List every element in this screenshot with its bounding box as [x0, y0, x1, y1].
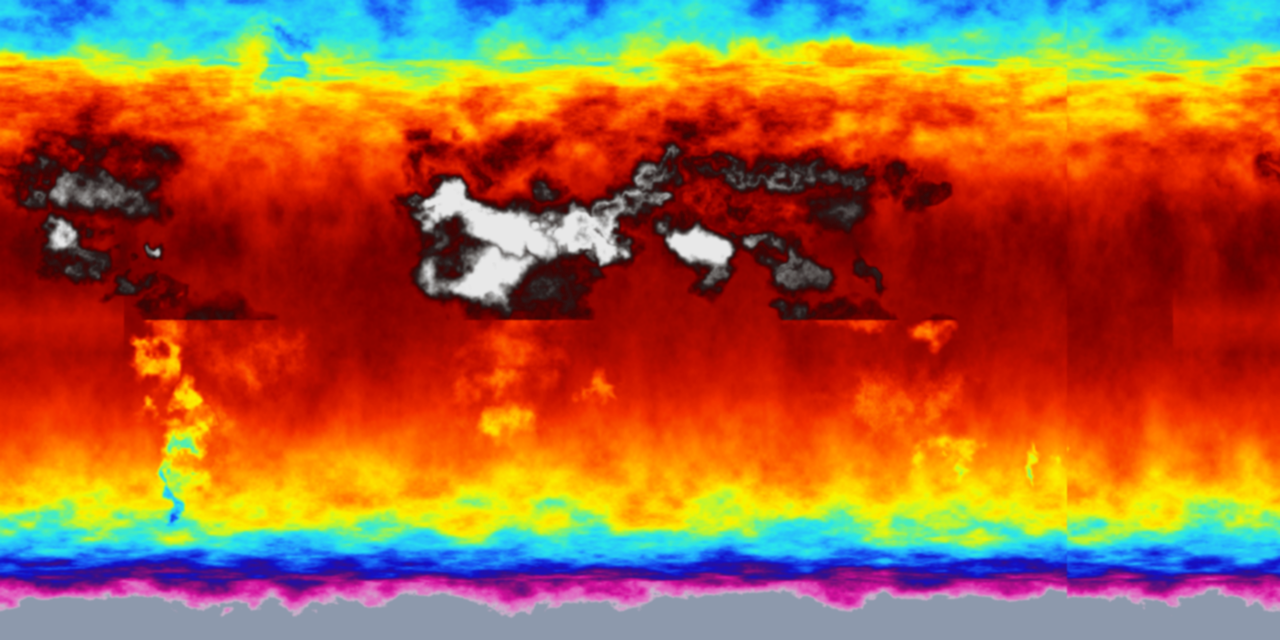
global-temperature-heatmap	[0, 0, 1280, 640]
temperature-map-viewport: Global Surface Air Temperature degrees C…	[0, 0, 1280, 640]
